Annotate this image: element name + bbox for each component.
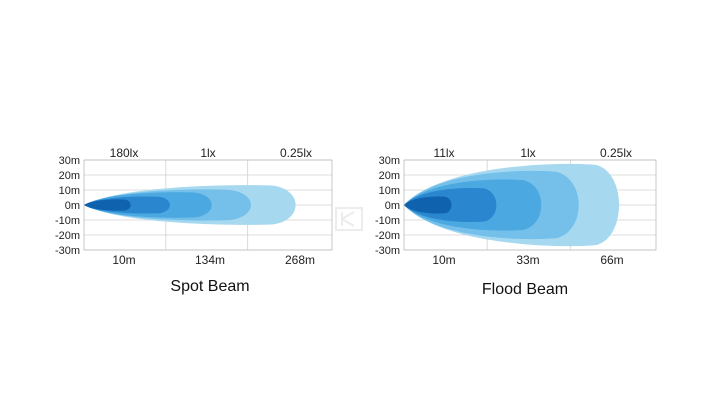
flood-beam-y-tick-label: -20m xyxy=(375,230,400,242)
spot-beam-y-tick-label: 10m xyxy=(59,185,80,197)
flood-beam-plot-frame xyxy=(403,159,657,251)
spot-beam-title: Spot Beam xyxy=(170,278,249,295)
spot-beam-plot-frame xyxy=(83,159,333,251)
spot-beam-y-tick-label: 30m xyxy=(59,155,80,167)
spot-beam-y-tick-label: 0m xyxy=(65,200,80,212)
flood-beam-x-label: 66m xyxy=(600,253,623,267)
spot-beam-y-tick-label: -30m xyxy=(55,245,80,257)
flood-beam-zones xyxy=(404,163,620,247)
spot-beam-x-labels: 10m 134m 268m xyxy=(112,253,315,267)
flood-beam-x-labels: 10m 33m 66m xyxy=(432,253,623,267)
flood-beam-lux-label: 1lx xyxy=(520,146,535,160)
spot-beam-lux-label: 1lx xyxy=(200,146,215,160)
spot-beam-y-ticks: 30m 20m 10m 0m -10m -20m -30m xyxy=(55,155,80,257)
flood-beam-y-tick-label: -30m xyxy=(375,245,400,257)
spot-beam-x-label: 10m xyxy=(112,253,135,267)
flood-beam-x-label: 33m xyxy=(516,253,539,267)
spot-beam-y-tick-label: 20m xyxy=(59,170,80,182)
spot-beam-lux-labels: 180lx 1lx 0.25lx xyxy=(110,146,312,160)
flood-beam-lux-label: 0.25lx xyxy=(600,146,632,160)
flood-beam-lux-label: 11lx xyxy=(433,146,454,160)
flood-beam-zone-1 xyxy=(404,196,452,214)
spot-beam-x-label: 268m xyxy=(285,253,315,267)
flood-beam-y-tick-label: 20m xyxy=(379,170,400,182)
flood-beam-y-tick-label: -10m xyxy=(375,215,400,227)
spot-beam-y-tick-label: -20m xyxy=(55,230,80,242)
flood-beam-y-tick-label: 30m xyxy=(379,155,400,167)
flood-beam-title: Flood Beam xyxy=(482,281,568,298)
spot-beam-y-tick-label: -10m xyxy=(55,215,80,227)
flood-beam-lux-labels: 11lx 1lx 0.25lx xyxy=(433,146,632,160)
flood-beam-y-tick-label: 0m xyxy=(385,200,400,212)
flood-beam-y-tick-label: 10m xyxy=(379,185,400,197)
flood-beam-y-ticks: 30m 20m 10m 0m -10m -20m -30m xyxy=(375,155,400,257)
flood-beam-x-label: 10m xyxy=(432,253,455,267)
spot-beam-lux-label: 180lx xyxy=(110,146,139,160)
spot-beam-zones xyxy=(84,185,296,225)
spot-beam-lux-label: 0.25lx xyxy=(280,146,312,160)
spot-beam-chart: 30m 20m 10m 0m -10m -20m -30m 180lx 1lx 0.25lx 1… xyxy=(55,146,333,295)
spot-beam-x-label: 134m xyxy=(195,253,225,267)
flood-beam-chart: 30m 20m 10m 0m -10m -20m -30m 11lx 1lx 0.25lx 10… xyxy=(375,146,657,298)
watermark-logo xyxy=(335,207,363,231)
spot-beam-zone-1 xyxy=(84,199,131,211)
